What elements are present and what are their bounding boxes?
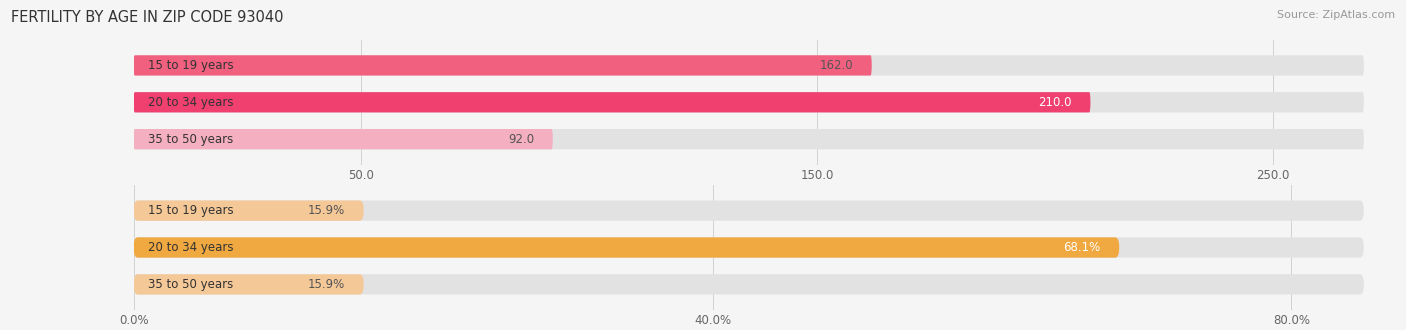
FancyBboxPatch shape	[134, 92, 1091, 113]
Text: 15 to 19 years: 15 to 19 years	[149, 59, 233, 72]
Text: 20 to 34 years: 20 to 34 years	[149, 96, 233, 109]
Text: 15.9%: 15.9%	[308, 204, 346, 217]
FancyBboxPatch shape	[134, 237, 1364, 258]
Text: 92.0: 92.0	[508, 133, 534, 146]
FancyBboxPatch shape	[134, 237, 1119, 258]
FancyBboxPatch shape	[134, 55, 872, 76]
Text: 35 to 50 years: 35 to 50 years	[149, 133, 233, 146]
FancyBboxPatch shape	[134, 274, 364, 295]
FancyBboxPatch shape	[134, 55, 1364, 76]
Text: FERTILITY BY AGE IN ZIP CODE 93040: FERTILITY BY AGE IN ZIP CODE 93040	[11, 10, 284, 25]
FancyBboxPatch shape	[134, 129, 553, 149]
Text: 15 to 19 years: 15 to 19 years	[149, 204, 233, 217]
Text: 210.0: 210.0	[1039, 96, 1071, 109]
Text: 162.0: 162.0	[820, 59, 853, 72]
Text: Source: ZipAtlas.com: Source: ZipAtlas.com	[1277, 10, 1395, 20]
Text: 35 to 50 years: 35 to 50 years	[149, 278, 233, 291]
FancyBboxPatch shape	[134, 201, 364, 221]
FancyBboxPatch shape	[134, 92, 1364, 113]
FancyBboxPatch shape	[134, 274, 1364, 295]
Text: 15.9%: 15.9%	[308, 278, 346, 291]
FancyBboxPatch shape	[134, 129, 1364, 149]
Text: 20 to 34 years: 20 to 34 years	[149, 241, 233, 254]
FancyBboxPatch shape	[134, 201, 1364, 221]
Text: 68.1%: 68.1%	[1063, 241, 1101, 254]
